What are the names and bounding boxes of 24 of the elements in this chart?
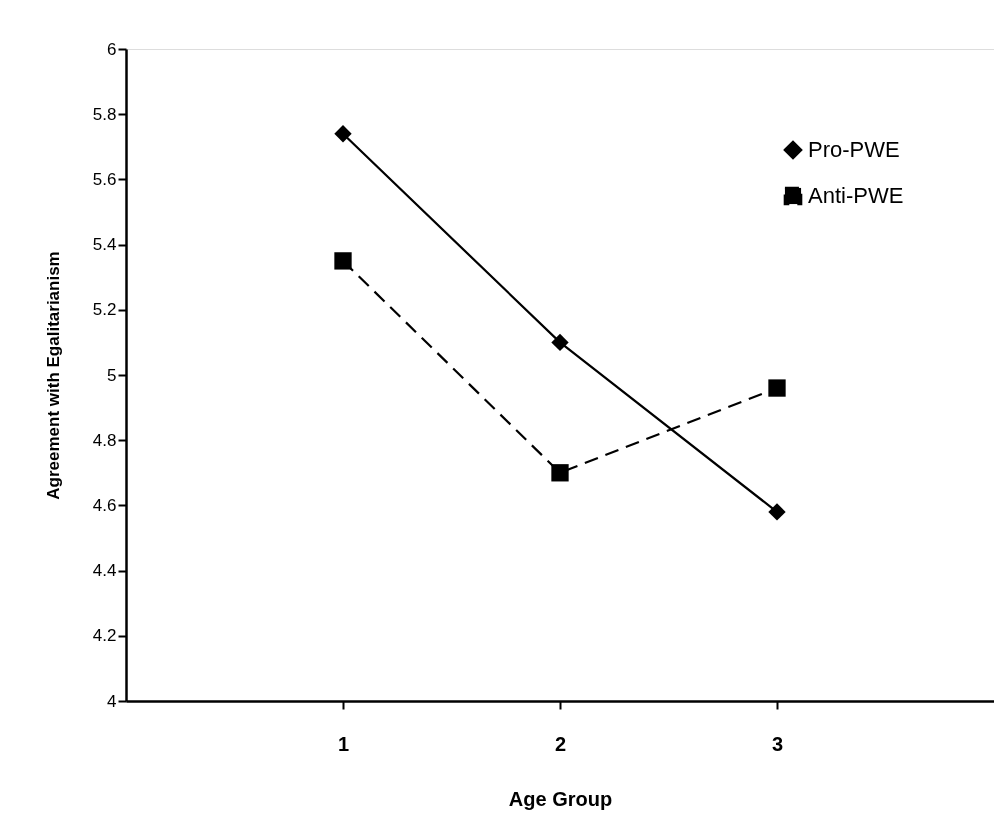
y-tick-label: 5 bbox=[107, 365, 117, 385]
y-tick-label: 5.8 bbox=[92, 104, 117, 124]
point bbox=[551, 464, 569, 482]
y-tick-label: 4.4 bbox=[92, 561, 117, 581]
y-tick-label: 5.2 bbox=[92, 300, 117, 320]
y-tick-label: 4.2 bbox=[92, 626, 117, 646]
x-tick-label: 3 bbox=[771, 732, 784, 755]
y-tick-label: 5.6 bbox=[92, 169, 117, 189]
y-tick-label: 5.4 bbox=[92, 235, 117, 255]
legend-label: Anti-PWE bbox=[808, 183, 904, 208]
x-axis-title: Age Group bbox=[508, 787, 613, 810]
point bbox=[334, 252, 352, 270]
point bbox=[334, 125, 352, 143]
legend-label: Pro-PWE bbox=[808, 137, 900, 162]
y-tick-label: 4 bbox=[107, 691, 117, 711]
y-tick-label: 4.8 bbox=[92, 430, 117, 450]
y-tick-label: 4.6 bbox=[92, 495, 117, 515]
y-tick-label: 6 bbox=[107, 39, 117, 59]
x-tick-label: 1 bbox=[337, 732, 350, 755]
y-axis-title: Agreement with Egalitarianism bbox=[43, 251, 63, 500]
x-tick-label: 2 bbox=[554, 732, 567, 755]
point bbox=[551, 333, 569, 352]
point bbox=[768, 379, 786, 397]
point bbox=[768, 503, 786, 521]
